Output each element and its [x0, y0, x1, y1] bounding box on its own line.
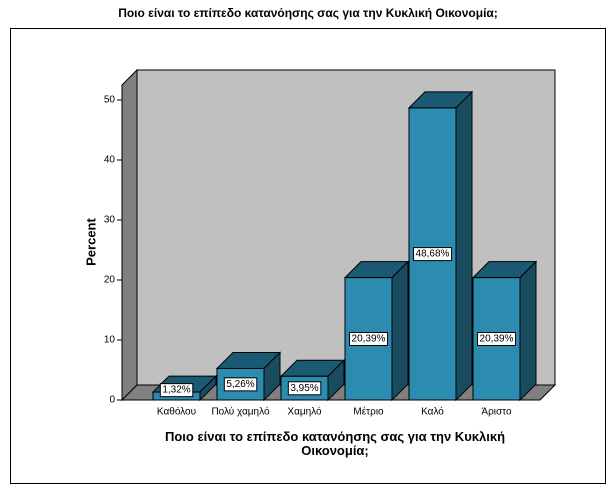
value-label-box [287, 381, 322, 396]
value-label-box [349, 331, 389, 346]
x-tick-label: Χαμηλό [287, 406, 322, 418]
value-label-box [223, 377, 258, 392]
x-tick-label: Άριστο [481, 407, 512, 418]
value-label-box [159, 383, 194, 398]
y-tick-label: 40 [104, 155, 116, 166]
value-label-box [477, 331, 517, 346]
x-axis-label: Ποιο είναι το επίπεδο κατανόησης σας για… [164, 429, 506, 458]
y-tick-label: 10 [104, 335, 116, 346]
value-label: 20,39% [352, 333, 386, 344]
value-label: 1,32% [162, 385, 190, 396]
bar-side [519, 260, 537, 402]
x-tick-label: Καλό [421, 406, 444, 418]
value-label: 20,39% [480, 333, 514, 344]
bar-side [391, 260, 409, 402]
value-label: 48,68% [416, 249, 450, 260]
y-tick-label: 50 [104, 95, 116, 106]
y-axis-label: Percent [83, 217, 98, 265]
x-tick-label: Μέτριο [353, 406, 384, 418]
x-tick-label: Καθόλου [157, 406, 196, 418]
side-wall [121, 68, 138, 402]
value-label: 5,26% [226, 379, 254, 390]
value-label-box [413, 247, 453, 262]
chart-title: Ποιο είναι το επίπεδο κατανόησης σας για… [118, 6, 498, 20]
y-tick-label: 30 [104, 215, 116, 226]
bar-side [455, 90, 473, 402]
x-tick-label: Πολύ χαμηλό [211, 406, 270, 418]
value-label: 3,95% [290, 383, 318, 394]
y-tick-label: 0 [109, 395, 115, 406]
y-tick-label: 20 [104, 275, 116, 286]
